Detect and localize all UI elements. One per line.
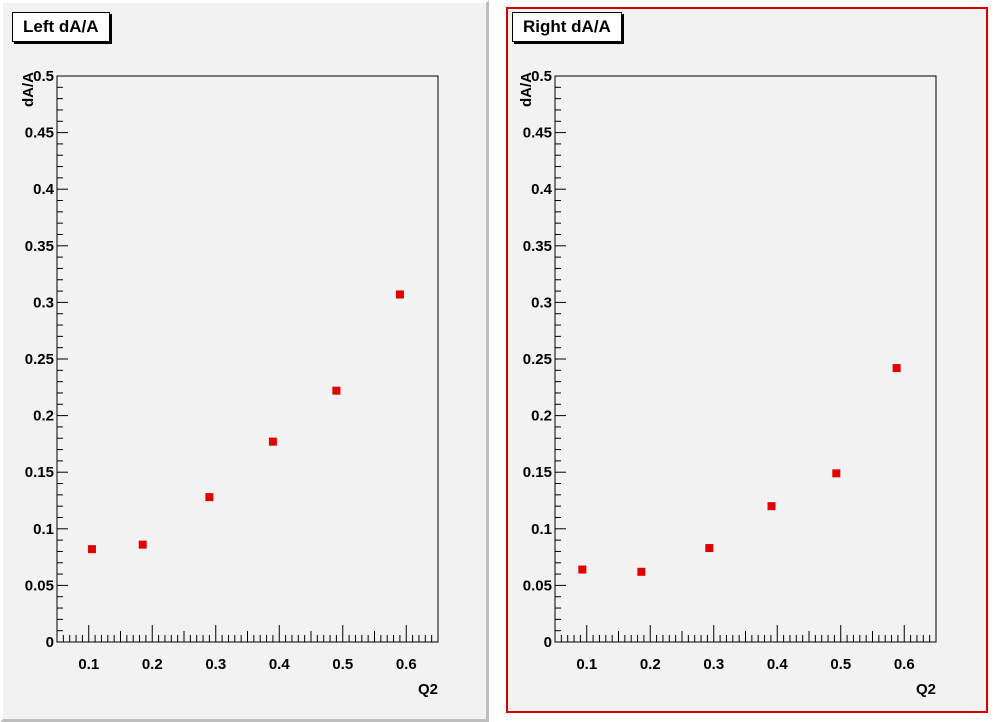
left-y-tick-label: 0.2: [33, 408, 54, 425]
right-data-point: [578, 565, 587, 574]
left-y-tick-label: 0: [46, 634, 54, 651]
right-x-tick-label: 0.4: [767, 656, 789, 673]
right-y-tick-label: 0: [544, 634, 552, 651]
right-y-tick-label: 0.4: [531, 181, 553, 198]
right-y-tick-label: 0.35: [523, 238, 552, 255]
left-plot-frame: [56, 75, 439, 643]
right-plot-title: Right dA/A: [512, 12, 622, 42]
right-canvas-pad[interactable]: [506, 7, 988, 713]
left-y-tick-label: 0.45: [25, 125, 54, 142]
left-x-tick-label: 0.2: [142, 656, 163, 673]
right-y-axis-title: dA/A: [518, 72, 535, 107]
right-y-tick-label: 0.05: [523, 577, 552, 594]
left-y-axis-title: dA/A: [20, 72, 37, 107]
left-y-tick-label: 0.15: [25, 464, 54, 481]
left-data-point: [138, 540, 147, 549]
left-x-tick-label: 0.1: [78, 656, 99, 673]
left-data-point: [87, 545, 96, 554]
left-data-point: [395, 290, 404, 299]
right-x-tick-label: 0.2: [640, 656, 661, 673]
left-plot-title: Left dA/A: [12, 12, 110, 42]
left-x-axis-title: Q2: [418, 681, 438, 698]
left-data-point: [205, 493, 214, 502]
left-data-point: [332, 386, 341, 395]
right-x-axis-title: Q2: [916, 681, 936, 698]
right-y-tick-label: 0.3: [531, 294, 552, 311]
right-data-point: [892, 364, 901, 373]
left-plot: 0.1 0.2 0.3 0.4 0.5 0.6 0 0.05 0.1 0.15 0.2 0.25 0.3…: [20, 68, 439, 698]
left-y-tick-label: 0.3: [33, 294, 54, 311]
left-y-tick-label: 0.05: [25, 577, 54, 594]
right-y-tick-label: 0.1: [531, 521, 552, 538]
left-x-tick-label: 0.6: [396, 656, 417, 673]
right-data-point: [637, 567, 646, 576]
left-x-tick-label: 0.5: [332, 656, 353, 673]
left-y-tick-label: 0.35: [25, 238, 54, 255]
right-x-tick-label: 0.1: [576, 656, 597, 673]
right-y-tick-label: 0.25: [523, 351, 552, 368]
left-data-point: [268, 437, 277, 446]
left-x-tick-label: 0.3: [205, 656, 226, 673]
left-y-tick-label: 0.4: [33, 181, 55, 198]
right-y-tick-label: 0.15: [523, 464, 552, 481]
right-x-tick-label: 0.5: [830, 656, 851, 673]
left-x-tick-label: 0.4: [269, 656, 291, 673]
right-plot-frame: [554, 75, 937, 643]
right-data-point: [832, 469, 841, 478]
left-canvas-pad[interactable]: [0, 0, 489, 722]
right-y-tick-label: 0.2: [531, 408, 552, 425]
right-y-tick-label: 0.5: [531, 68, 552, 85]
left-y-tick-label: 0.5: [33, 68, 54, 85]
left-y-tick-label: 0.1: [33, 521, 54, 538]
right-plot: 0.1 0.2 0.3 0.4 0.5 0.6 0 0.05 0.1 0.15 0.2 0.25 0.3…: [518, 68, 937, 698]
left-y-tick-label: 0.25: [25, 351, 54, 368]
right-y-tick-label: 0.45: [523, 125, 552, 142]
right-data-point: [705, 544, 714, 553]
right-data-point: [767, 502, 776, 511]
right-x-tick-label: 0.3: [703, 656, 724, 673]
right-x-tick-label: 0.6: [894, 656, 915, 673]
